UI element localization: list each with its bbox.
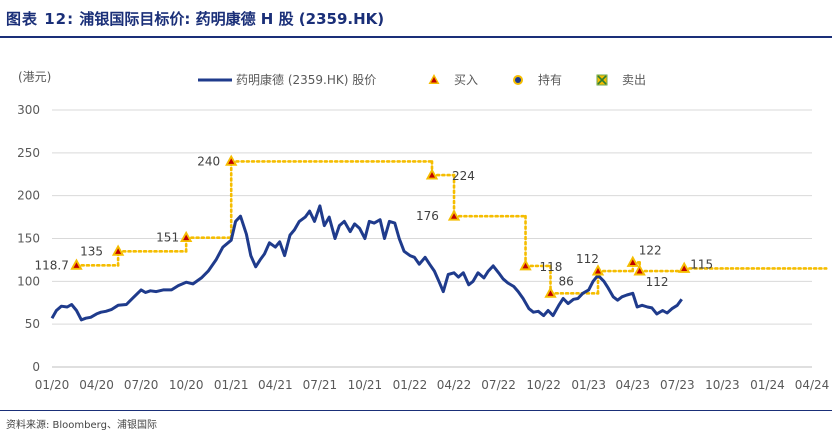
legend-label-sell: 卖出: [622, 73, 646, 87]
x-tick-label: 04/21: [258, 378, 293, 392]
x-tick-label: 01/23: [571, 378, 606, 392]
figure-title: 图表 12: 浦银国际目标价: 药明康德 H 股 (2359.HK): [6, 8, 384, 29]
buy-marker-inner: [629, 259, 636, 265]
x-tick-label: 04/22: [437, 378, 472, 392]
legend-circle-inner-icon: [515, 77, 521, 83]
target-price-label: 122: [639, 243, 662, 257]
y-tick-label: 50: [25, 317, 40, 331]
buy-marker-inner: [429, 172, 435, 178]
title-divider: [0, 36, 832, 38]
target-price-label: 112: [646, 275, 669, 289]
y-axis-unit-label: (港元): [18, 70, 51, 84]
x-tick-label: 04/20: [79, 378, 114, 392]
buy-marker-inner: [451, 213, 458, 219]
buy-marker-inner: [681, 265, 688, 271]
y-tick-label: 150: [17, 232, 40, 246]
target-price-label: 176: [416, 209, 439, 223]
chart-legend: 药明康德 (2359.HK) 股价 买入 持有 卖出: [198, 72, 646, 87]
x-tick-label: 07/20: [124, 378, 159, 392]
buy-marker-inner: [522, 262, 529, 269]
source-note: 资料来源: Bloomberg、浦银国际: [6, 420, 157, 431]
figure-title-text: 浦银国际目标价: 药明康德 H 股 (2359.HK): [79, 10, 385, 28]
figure-label: 图表 12:: [6, 10, 75, 28]
x-tick-label: 07/23: [660, 378, 695, 392]
buy-marker-inner: [547, 290, 554, 296]
x-tick-label: 01/22: [393, 378, 428, 392]
x-tick-label: 10/23: [705, 378, 740, 392]
x-tick-label: 10/20: [169, 378, 204, 392]
target-price-label: 112: [576, 252, 599, 266]
target-price-label: 224: [452, 169, 475, 183]
y-tick-label: 300: [17, 103, 40, 117]
y-tick-label: 100: [17, 274, 40, 288]
x-tick-label: 01/20: [35, 378, 70, 392]
legend-label-hold: 持有: [538, 72, 562, 87]
x-tick-label: 01/21: [214, 378, 249, 392]
y-axis-ticks: 0 50 100 150 200 250 300: [17, 103, 40, 374]
y-tick-label: 0: [32, 360, 40, 374]
buy-marker-inner: [228, 158, 235, 164]
target-price-label: 118: [540, 260, 563, 274]
buy-marker-inner: [636, 268, 643, 274]
target-price-label: 135: [80, 244, 103, 258]
x-tick-label: 01/24: [750, 378, 785, 392]
target-price-label: 86: [559, 274, 574, 288]
target-price-label: 115: [690, 257, 713, 271]
target-price-label: 240: [197, 154, 220, 168]
x-axis-ticks: 01/20 04/20 07/20 10/20 01/21 04/21 07/21 10/21…: [35, 378, 830, 392]
gridlines: [52, 109, 812, 368]
x-tick-label: 10/22: [526, 378, 561, 392]
buy-marker-inner: [73, 262, 80, 268]
legend-triangle-inner-icon: [431, 77, 437, 83]
legend-label-buy: 买入: [454, 73, 478, 87]
legend-label-price: 药明康德 (2359.HK) 股价: [236, 72, 376, 87]
x-tick-label: 07/22: [481, 378, 516, 392]
buy-marker-inner: [115, 248, 122, 254]
y-tick-label: 250: [17, 146, 40, 160]
x-tick-label: 10/21: [348, 378, 383, 392]
target-price-label: 151: [156, 231, 179, 245]
y-tick-label: 200: [17, 189, 40, 203]
target-label-bg: [413, 208, 442, 225]
rating-markers: [70, 154, 691, 298]
footer-divider: [0, 410, 832, 411]
buy-marker-inner: [595, 268, 602, 274]
target-label-bg: [194, 153, 223, 170]
price-line: [50, 204, 683, 322]
legend-x-stroke: [597, 75, 607, 85]
x-tick-label: 04/24: [795, 378, 830, 392]
price-series: [50, 204, 683, 322]
x-tick-label: 07/21: [303, 378, 338, 392]
target-price-label: 118.7: [34, 258, 68, 272]
x-tick-label: 04/23: [615, 378, 650, 392]
buy-marker-inner: [183, 234, 190, 241]
